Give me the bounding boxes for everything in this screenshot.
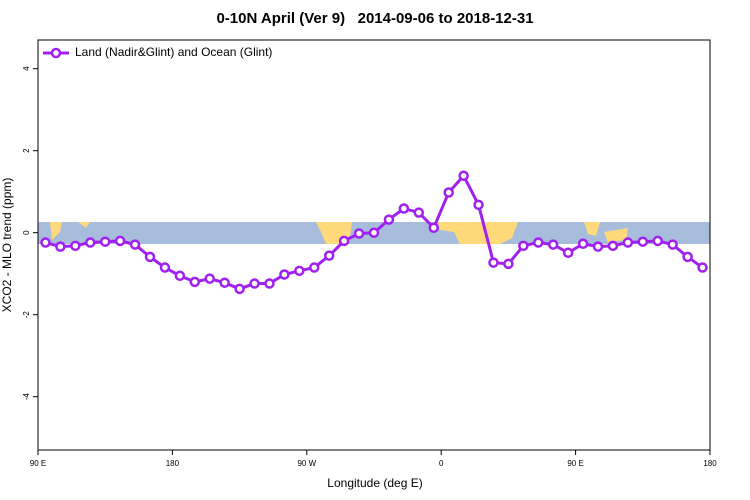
- y-axis-label: XCO2 - MLO trend (ppm): [0, 178, 14, 313]
- x-tick-label: 90 W: [297, 459, 316, 468]
- land: [50, 222, 62, 240]
- point: [398, 203, 410, 214]
- land: [584, 222, 600, 236]
- legend-label: Land (Nadir&Glint) and Ocean (Glint): [75, 45, 272, 59]
- point: [652, 235, 663, 247]
- point: [428, 222, 439, 234]
- point: [682, 251, 693, 263]
- point: [189, 276, 201, 288]
- point: [144, 251, 156, 263]
- y-tick-label: 2: [22, 148, 31, 153]
- plot-frame: [37, 39, 711, 451]
- point: [338, 235, 350, 247]
- point: [129, 239, 141, 250]
- x-tick-label: 90 E: [30, 459, 46, 468]
- point: [368, 227, 380, 238]
- point: [40, 237, 51, 248]
- legend-marker: [50, 47, 62, 59]
- point: [279, 269, 290, 280]
- point: [204, 273, 215, 284]
- point: [547, 239, 559, 250]
- point: [219, 277, 230, 288]
- point: [309, 262, 320, 273]
- y-tick-label: -4: [22, 393, 31, 401]
- point: [518, 240, 529, 252]
- land: [438, 222, 518, 244]
- point: [99, 236, 111, 247]
- point: [353, 228, 365, 239]
- point: [114, 235, 126, 247]
- x-tick-label: 90 E: [567, 459, 583, 468]
- y-tick-label: 0: [22, 230, 31, 235]
- point: [458, 170, 469, 181]
- point: [697, 262, 708, 273]
- land: [604, 228, 628, 242]
- point: [234, 283, 245, 295]
- x-tick-label: 180: [166, 459, 180, 468]
- point: [443, 187, 454, 198]
- point: [577, 238, 589, 250]
- point: [413, 207, 425, 218]
- point: [637, 236, 649, 247]
- point: [70, 240, 81, 252]
- point: [323, 250, 335, 261]
- point: [174, 270, 186, 281]
- point: [667, 239, 678, 250]
- land: [78, 222, 90, 228]
- point: [55, 241, 66, 252]
- point: [533, 237, 544, 248]
- point: [488, 257, 499, 268]
- y-tick-label: 4: [22, 66, 31, 71]
- point: [249, 278, 260, 289]
- y-tick-label: -2: [22, 311, 31, 319]
- chart-title: 0-10N April (Ver 9) 2014-09-06 to 2018-1…: [216, 10, 533, 27]
- point: [85, 237, 96, 248]
- point: [607, 240, 619, 252]
- point: [592, 241, 604, 252]
- point: [264, 278, 275, 289]
- point: [383, 214, 395, 225]
- point: [622, 237, 634, 248]
- point: [294, 265, 305, 277]
- point: [562, 247, 574, 259]
- x-tick-label: 180: [703, 459, 717, 468]
- x-axis-label: Longitude (deg E): [327, 476, 422, 490]
- point: [503, 258, 514, 270]
- x-tick-label: 0: [439, 459, 444, 468]
- point: [159, 262, 171, 273]
- point: [473, 199, 484, 211]
